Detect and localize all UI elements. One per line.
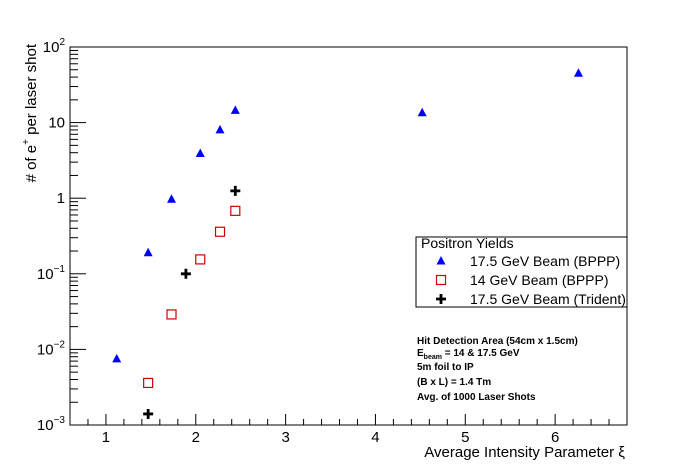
y-tick-label: 10−2 [37, 339, 66, 358]
x-axis-ticks [69, 414, 628, 425]
legend-title: Positron Yields [421, 235, 514, 251]
annotation-block: Hit Detection Area (54cm x 1.5cm) Ebeam … [417, 336, 578, 403]
y-tick-label: 10 [48, 115, 65, 132]
x-tick-label: 5 [461, 429, 469, 446]
annotation-line-2: Ebeam = 14 & 17.5 GeV [417, 348, 520, 361]
y-axis-ticks [70, 46, 86, 426]
data-point [143, 408, 154, 419]
legend-marker [435, 274, 447, 286]
annotation-line-5: Avg. of 1000 Laser Shots [417, 392, 536, 403]
y-axis-title-sup: + [21, 139, 32, 145]
data-point [112, 353, 122, 363]
series-2 [143, 205, 241, 389]
annotation-line-3: 5m foil to IP [417, 362, 474, 373]
legend-label: 17.5 GeV Beam (Trident) [470, 291, 626, 307]
data-point [167, 194, 177, 203]
series-3 [143, 185, 241, 419]
annotation-line-1: Hit Detection Area (54cm x 1.5cm) [417, 336, 578, 347]
x-axis-tick-labels: 1 2 3 4 5 6 [102, 429, 560, 446]
data-point [230, 185, 241, 196]
x-axis-title: Average Intensity Parameter ξ [424, 444, 625, 461]
y-tick-label-exponent: −1 [54, 264, 66, 275]
data-point [230, 205, 241, 216]
y-tick-label-exponent: −3 [54, 415, 66, 426]
y-tick-label-exponent: −2 [54, 339, 66, 350]
data-point [195, 254, 206, 265]
data-points [112, 68, 583, 419]
data-point [143, 247, 153, 257]
data-point [143, 377, 154, 389]
y-tick-label-base: 10 [43, 39, 60, 56]
x-tick-label: 6 [551, 429, 559, 446]
y-axis-title-base: # of e [23, 145, 40, 183]
legend: Positron Yields 17.5 GeV Beam (BPPP) 14 G… [415, 235, 628, 308]
y-tick-label: 10−3 [37, 415, 66, 434]
series-1 [112, 68, 583, 363]
y-tick-label-base: 10 [37, 266, 54, 283]
y-tick-label-base: 10 [48, 115, 65, 132]
legend-box [415, 236, 628, 308]
data-point [215, 124, 225, 134]
y-tick-label-base: 10 [37, 341, 54, 358]
y-tick-label: 10−1 [37, 264, 66, 283]
annotation-energy-symbol: E [417, 348, 424, 359]
annotation-energy-value: = 14 & 17.5 GeV [442, 348, 520, 359]
plot-frame [69, 46, 628, 426]
x-tick-label: 1 [102, 429, 110, 446]
legend-label: 14 GeV Beam (BPPP) [470, 272, 609, 288]
x-tick-label: 4 [371, 429, 379, 446]
annotation-line-4: (B x L) = 1.4 Tm [417, 377, 491, 388]
data-point [214, 226, 226, 237]
y-tick-label-base: 10 [37, 417, 54, 434]
y-tick-label: 102 [43, 37, 66, 56]
x-tick-label: 2 [192, 429, 200, 446]
data-point [230, 105, 240, 114]
y-tick-label-exponent: 2 [59, 37, 65, 48]
y-axis-title-rest: per laser shot [23, 43, 40, 139]
x-tick-label: 3 [281, 429, 289, 446]
data-point [166, 309, 177, 320]
legend-marker [436, 256, 446, 265]
data-point [180, 268, 191, 279]
annotation-energy-subscript: beam [424, 354, 442, 361]
data-point [417, 107, 427, 117]
legend-label: 17.5 GeV Beam (BPPP) [470, 253, 620, 269]
y-axis-title: # of e+ per laser shot [21, 43, 40, 182]
legend-items: 17.5 GeV Beam (BPPP) 14 GeV Beam (BPPP) 17… [435, 253, 626, 307]
y-tick-label-base: 1 [57, 190, 65, 207]
data-point [573, 68, 583, 77]
y-tick-label: 1 [57, 190, 65, 207]
legend-marker [436, 294, 446, 304]
data-point [195, 148, 205, 158]
